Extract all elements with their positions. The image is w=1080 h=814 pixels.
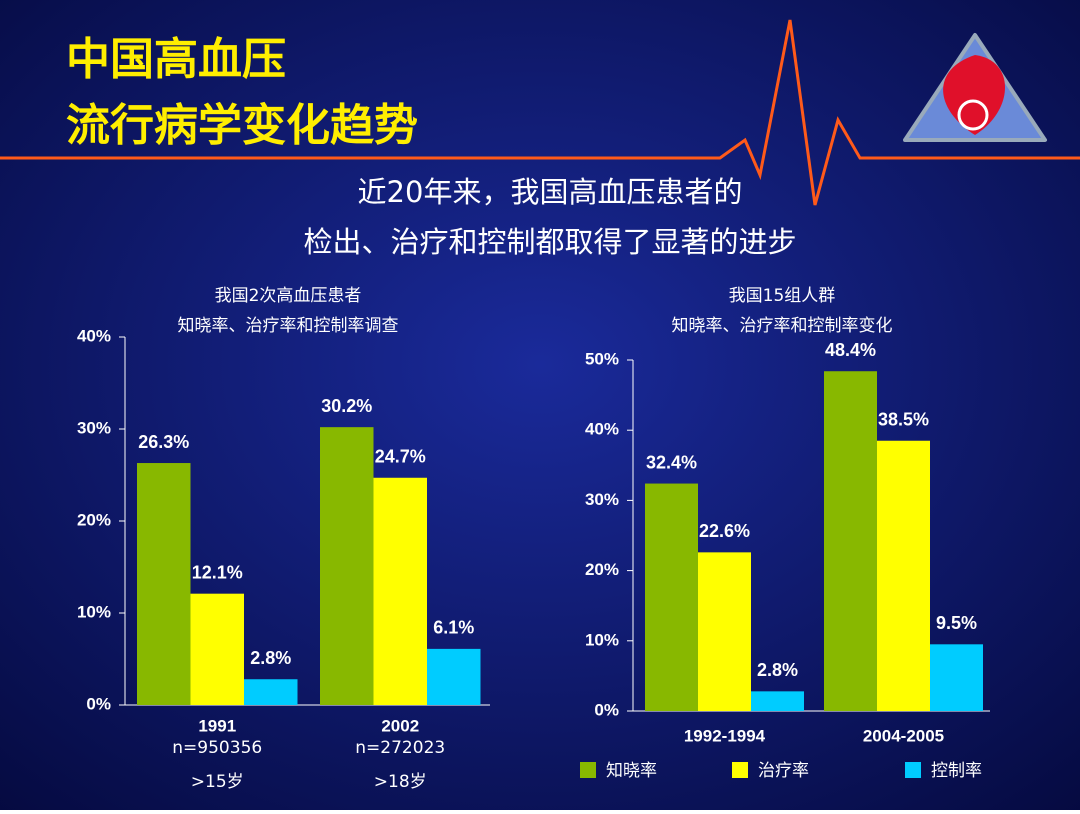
value-label: 22.6% xyxy=(699,521,750,541)
bar xyxy=(190,593,244,705)
bar xyxy=(877,440,930,711)
bar xyxy=(824,371,877,711)
bar xyxy=(373,477,427,705)
slide-subtitle: 近20年来，我国高血压患者的 xyxy=(358,175,743,209)
legend-label: 控制率 xyxy=(931,761,982,781)
y-tick-label: 40% xyxy=(585,420,619,439)
category-note: >18岁 xyxy=(374,772,427,792)
x-tick-label: 1992-1994 xyxy=(684,726,766,745)
legend-label: 治疗率 xyxy=(758,761,809,781)
y-tick-label: 50% xyxy=(585,349,619,368)
bar xyxy=(698,552,751,711)
value-label: 38.5% xyxy=(878,409,929,429)
slide-title: 流行病学变化趋势 xyxy=(66,100,418,151)
ecg-line xyxy=(0,19,1080,206)
y-tick-label: 20% xyxy=(585,560,619,579)
x-tick-label: 2004-2005 xyxy=(863,726,944,745)
value-label: 32.4% xyxy=(646,452,697,472)
logo xyxy=(903,33,1047,142)
value-label: 6.1% xyxy=(433,618,474,638)
value-label: 24.7% xyxy=(375,447,426,467)
slide-title: 中国高血压 xyxy=(66,34,286,85)
y-tick-label: 20% xyxy=(77,510,111,529)
y-tick-label: 0% xyxy=(594,700,619,719)
bar xyxy=(320,427,374,705)
bar xyxy=(930,644,983,711)
legend-swatch xyxy=(580,762,596,778)
y-tick-label: 30% xyxy=(585,490,619,509)
value-label: 2.8% xyxy=(757,660,798,680)
value-label: 48.4% xyxy=(825,340,876,360)
y-tick-label: 40% xyxy=(77,326,111,345)
category-note: n=950356 xyxy=(172,738,262,758)
x-tick-label: 1991 xyxy=(198,716,236,735)
y-tick-label: 30% xyxy=(77,418,111,437)
chart-title: 我国2次高血压患者 xyxy=(215,286,362,306)
chart-title: 我国15组人群 xyxy=(729,286,836,306)
y-tick-label: 10% xyxy=(77,602,111,621)
x-tick-label: 2002 xyxy=(381,716,419,735)
bar xyxy=(751,691,804,711)
legend-label: 知晓率 xyxy=(606,761,657,781)
category-note: >15岁 xyxy=(191,772,244,792)
value-label: 30.2% xyxy=(321,396,372,416)
chart-subtitle: 知晓率、治疗率和控制率变化 xyxy=(672,316,893,336)
legend-swatch xyxy=(905,762,921,778)
value-label: 12.1% xyxy=(192,562,243,582)
value-label: 2.8% xyxy=(250,648,291,668)
bar xyxy=(645,483,698,711)
value-label: 9.5% xyxy=(936,613,977,633)
bar xyxy=(427,648,481,705)
slide-subtitle: 检出、治疗和控制都取得了显著的进步 xyxy=(303,225,796,259)
legend-swatch xyxy=(732,762,748,778)
category-note: n=272023 xyxy=(355,738,445,758)
chart-subtitle: 知晓率、治疗率和控制率调查 xyxy=(178,316,399,336)
bar xyxy=(137,463,191,705)
bar xyxy=(244,679,298,705)
value-label: 26.3% xyxy=(138,432,189,452)
y-tick-label: 10% xyxy=(585,630,619,649)
y-tick-label: 0% xyxy=(86,694,111,713)
